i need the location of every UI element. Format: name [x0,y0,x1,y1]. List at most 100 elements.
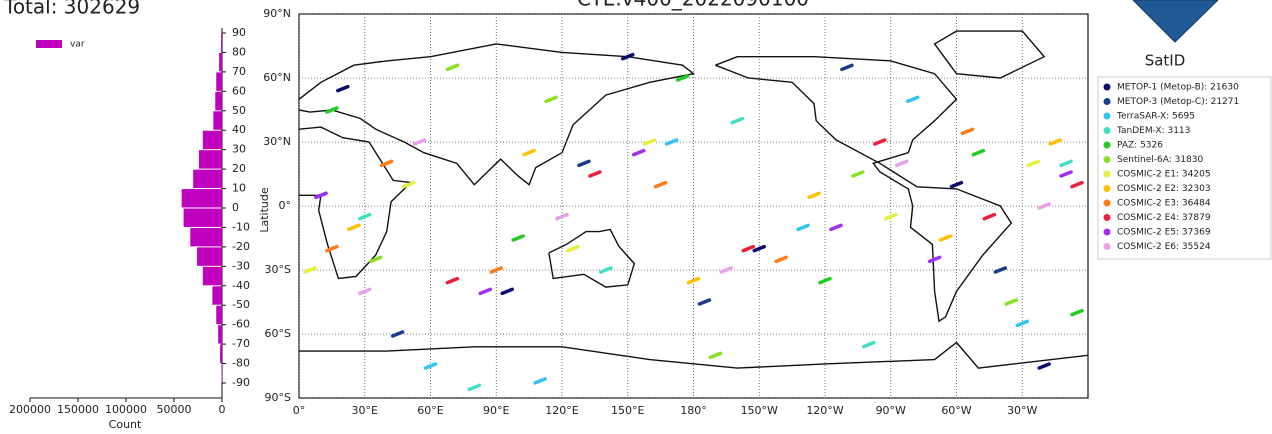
x-tick-label: 150000 [57,403,99,416]
occultation-point [379,159,394,168]
y-tick-label: -90 [232,376,250,389]
occultation-point [1015,319,1029,328]
occultation-point [1004,298,1019,306]
coastline [299,126,413,280]
occultation-point [347,223,361,232]
x-tick-label: 150°W [741,404,778,417]
histogram-bar [215,91,222,111]
y-tick-label: -60 [232,318,250,331]
occultation-point [358,212,372,221]
logo [1132,0,1219,43]
legend-label: COSMIC-2 E6: 35524 [1117,242,1211,252]
y-tick-label: 90 [232,26,246,39]
y-tick-label: 30 [232,143,246,156]
occultation-point [653,180,668,189]
x-tick-label: 120°E [545,404,578,417]
y-tick-label: -10 [232,220,250,233]
histogram-title: Total: 302629 [3,0,140,19]
occultation-point [807,191,821,200]
occultation-point [752,244,766,253]
x-tick-label: 90°W [876,404,906,417]
occultation-point [1070,308,1084,317]
y-tick-label: 70 [232,65,246,78]
occultation-point [467,383,482,392]
x-tick-label: 100000 [105,403,147,416]
occultation-point [873,138,887,146]
coastline [933,30,1046,79]
occultation-point [894,159,909,168]
occultation-point [818,276,832,285]
y-tick-label: 0° [279,199,292,212]
y-axis-label: Latitude [258,187,271,233]
y-tick-label: -20 [232,240,250,253]
x-tick-label: 180° [680,404,707,417]
occultation-point [960,127,975,136]
occultation-point [1037,202,1051,210]
legend-marker [1103,156,1111,163]
occultation-point [796,223,810,232]
y-tick-label: 30°N [263,135,291,148]
occultation-point [664,138,679,146]
occultation-point [884,212,898,221]
coastlines [299,30,1088,369]
occultation-point [522,148,536,157]
occultation-point [489,266,503,274]
y-tick-label: 90°S [265,391,291,404]
occultation-point [555,212,569,221]
x-tick-label: 0 [219,403,226,416]
occultation-point [412,138,427,146]
y-tick-label: 40 [232,123,246,136]
y-tick-label: 30°S [265,263,291,276]
histogram-bar [216,72,222,91]
occultation-point [358,287,372,296]
x-tick-label: 30°W [1007,404,1037,417]
x-tick-label: 60°W [941,404,971,417]
occultation-point [314,191,328,200]
occultation-point [642,138,657,146]
histogram-bar [216,305,222,325]
occultation-point [390,330,405,338]
occultation-point [851,170,865,178]
histogram-bar [219,52,222,72]
occultation-point [445,63,460,72]
occultation-point [544,95,558,104]
x-tick-label: 90°E [483,404,509,417]
legend-label: Sentinel-6A: 31830 [1117,155,1203,165]
occultation-point [840,63,854,72]
occultation-point [577,159,591,168]
occultation-point [631,148,646,157]
occultation-point [566,244,580,253]
legend-label: COSMIC-2 E3: 36484 [1117,199,1211,209]
histogram-bar [190,227,222,247]
coastline [548,228,636,288]
histogram-bar [202,130,222,150]
legend-marker [1103,199,1111,207]
y-tick-label: 0 [232,201,239,214]
legend-label: var [70,40,85,50]
y-tick-label: 60 [232,84,246,97]
legend-label: COSMIC-2 E4: 37879 [1117,213,1211,223]
occultation-point [938,234,953,242]
legend-label: TanDEM-X: 3113 [1116,126,1190,136]
coastline [299,43,696,186]
legend-marker [1103,83,1111,91]
occultation-point [500,287,514,296]
occultation-point [423,362,438,370]
occultation-point [368,255,383,264]
map-title: CYE.v400_2022090100 [577,0,809,11]
legend-label: COSMIC-2 E2: 32303 [1117,184,1211,194]
occultation-point [686,276,701,285]
legend-marker [1103,185,1111,192]
y-tick-label: -40 [232,279,250,292]
occultation-point [1037,362,1051,370]
coastline [299,341,1088,369]
occultation-point [862,340,876,349]
y-tick-label: -30 [232,259,250,272]
y-tick-label: 20 [232,162,246,175]
occultation-point [927,255,942,264]
occultation-point [1059,159,1073,168]
occultation-point [533,377,547,385]
histogram-bar [183,208,222,227]
legend-label: COSMIC-2 E1: 34205 [1117,170,1211,180]
